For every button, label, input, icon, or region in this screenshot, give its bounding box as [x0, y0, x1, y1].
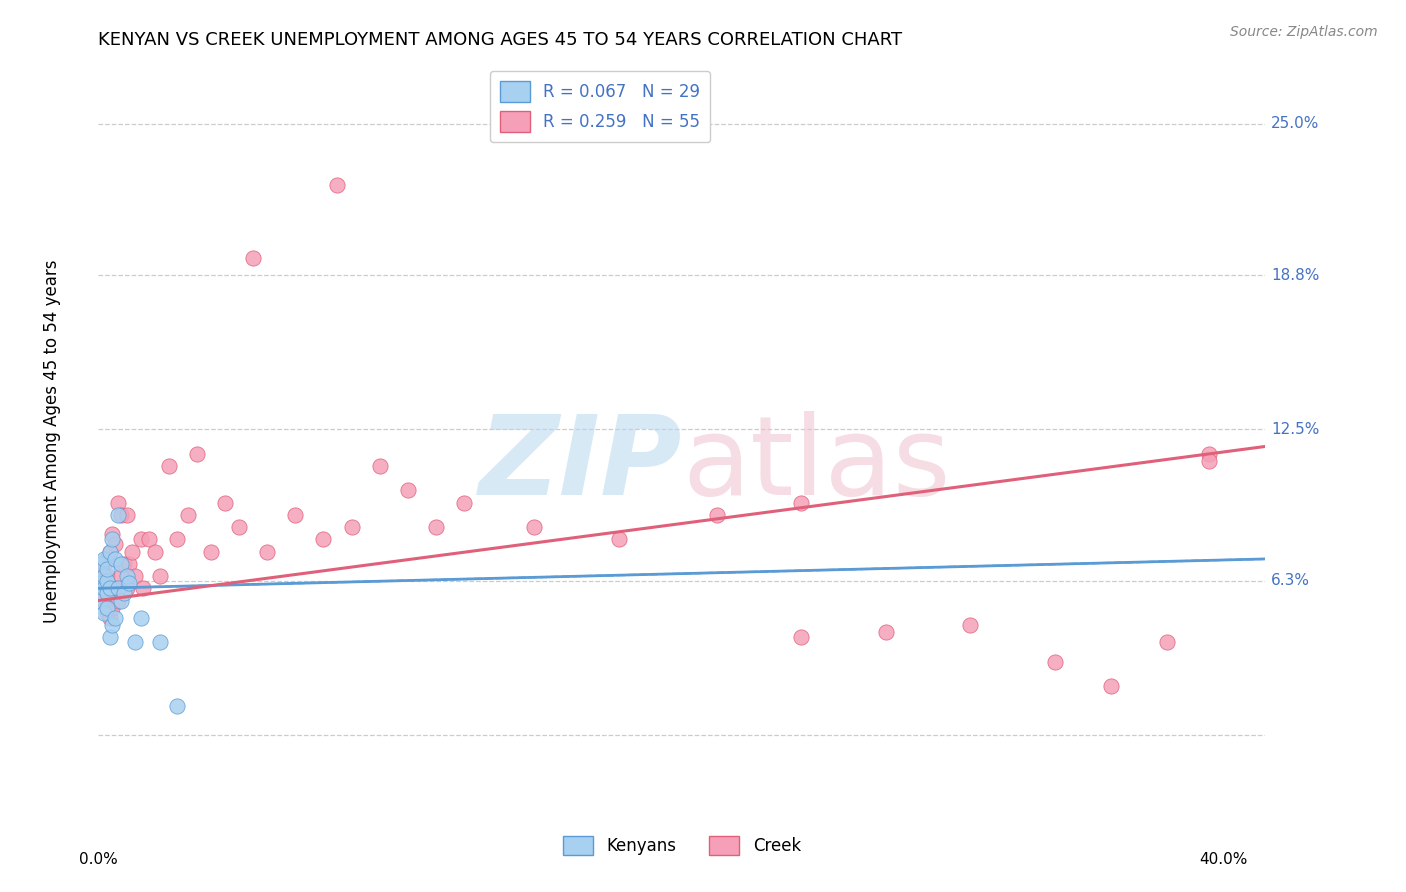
Point — [107, 508, 129, 522]
Point — [118, 576, 141, 591]
Point — [104, 552, 127, 566]
Point — [1156, 635, 1178, 649]
Point — [90, 576, 112, 591]
Point — [90, 593, 112, 607]
Text: 12.5%: 12.5% — [1271, 422, 1319, 437]
Point — [93, 557, 115, 571]
Point — [149, 635, 172, 649]
Point — [1198, 447, 1220, 461]
Point — [166, 698, 188, 713]
Point — [132, 582, 155, 596]
Point — [706, 508, 728, 522]
Point — [93, 593, 115, 607]
Point — [115, 508, 138, 522]
Point — [96, 574, 118, 588]
Point — [129, 610, 152, 624]
Point — [326, 178, 349, 192]
Point — [284, 508, 307, 522]
Text: KENYAN VS CREEK UNEMPLOYMENT AMONG AGES 45 TO 54 YEARS CORRELATION CHART: KENYAN VS CREEK UNEMPLOYMENT AMONG AGES … — [98, 31, 903, 49]
Point — [93, 552, 115, 566]
Point — [101, 600, 124, 615]
Point — [93, 606, 115, 620]
Point — [523, 520, 546, 534]
Point — [157, 458, 180, 473]
Point — [101, 618, 124, 632]
Point — [104, 610, 127, 624]
Point — [186, 447, 208, 461]
Point — [1198, 454, 1220, 468]
Point — [149, 569, 172, 583]
Point — [98, 544, 121, 558]
Point — [312, 533, 335, 547]
Text: 0.0%: 0.0% — [79, 853, 118, 867]
Text: atlas: atlas — [682, 411, 950, 517]
Point — [115, 569, 138, 583]
Point — [228, 520, 250, 534]
Point — [790, 630, 813, 644]
Point — [340, 520, 363, 534]
Point — [1099, 679, 1122, 693]
Point — [425, 520, 447, 534]
Point — [96, 606, 118, 620]
Point — [115, 582, 138, 596]
Point — [110, 508, 132, 522]
Point — [112, 586, 135, 600]
Text: Unemployment Among Ages 45 to 54 years: Unemployment Among Ages 45 to 54 years — [42, 260, 60, 624]
Point — [104, 582, 127, 596]
Point — [143, 544, 166, 558]
Text: 6.3%: 6.3% — [1271, 574, 1310, 589]
Point — [107, 496, 129, 510]
Point — [98, 610, 121, 624]
Point — [96, 569, 118, 583]
Point — [93, 582, 115, 596]
Point — [90, 576, 112, 591]
Point — [96, 600, 118, 615]
Point — [166, 533, 188, 547]
Point — [959, 618, 981, 632]
Point — [110, 593, 132, 607]
Point — [107, 582, 129, 596]
Point — [214, 496, 236, 510]
Point — [453, 496, 475, 510]
Point — [93, 569, 115, 583]
Point — [256, 544, 278, 558]
Point — [118, 557, 141, 571]
Point — [177, 508, 200, 522]
Point — [242, 251, 264, 265]
Point — [1043, 655, 1066, 669]
Point — [90, 562, 112, 576]
Point — [98, 630, 121, 644]
Point — [104, 537, 127, 551]
Text: 25.0%: 25.0% — [1271, 116, 1319, 131]
Point — [875, 625, 897, 640]
Point — [107, 593, 129, 607]
Point — [790, 496, 813, 510]
Point — [98, 582, 121, 596]
Text: 18.8%: 18.8% — [1271, 268, 1319, 283]
Point — [110, 557, 132, 571]
Point — [124, 635, 146, 649]
Text: Source: ZipAtlas.com: Source: ZipAtlas.com — [1230, 25, 1378, 39]
Point — [96, 562, 118, 576]
Point — [368, 458, 391, 473]
Point — [101, 533, 124, 547]
Point — [112, 557, 135, 571]
Point — [129, 533, 152, 547]
Point — [200, 544, 222, 558]
Text: ZIP: ZIP — [478, 411, 682, 517]
Point — [101, 527, 124, 541]
Point — [90, 557, 112, 571]
Point — [124, 569, 146, 583]
Point — [110, 569, 132, 583]
Text: 40.0%: 40.0% — [1199, 853, 1247, 867]
Point — [138, 533, 160, 547]
Point — [121, 544, 143, 558]
Point — [607, 533, 630, 547]
Point — [98, 544, 121, 558]
Legend: Kenyans, Creek: Kenyans, Creek — [553, 826, 811, 865]
Point — [396, 483, 419, 498]
Point — [96, 586, 118, 600]
Point — [96, 552, 118, 566]
